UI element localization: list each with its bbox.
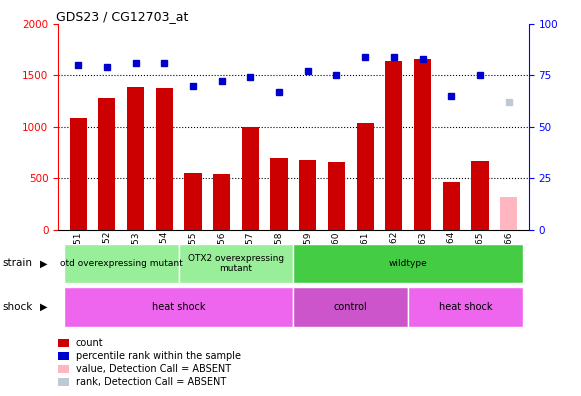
Bar: [178, 244, 293, 283]
Bar: [357, 123, 374, 230]
Bar: [414, 59, 431, 230]
Bar: [385, 61, 403, 230]
Text: ▶: ▶: [40, 258, 47, 268]
Bar: [500, 197, 517, 230]
Bar: [70, 118, 87, 230]
Bar: [64, 287, 293, 327]
Bar: [242, 127, 259, 230]
Bar: [328, 162, 345, 230]
Bar: [299, 160, 317, 230]
Bar: [156, 88, 173, 230]
Text: heat shock: heat shock: [439, 302, 492, 312]
Bar: [270, 158, 288, 230]
Bar: [293, 244, 523, 283]
Bar: [98, 98, 116, 230]
Text: otd overexpressing mutant: otd overexpressing mutant: [60, 259, 182, 268]
Text: shock: shock: [3, 302, 33, 312]
Text: OTX2 overexpressing
mutant: OTX2 overexpressing mutant: [188, 254, 284, 273]
Bar: [471, 161, 489, 230]
Text: control: control: [334, 302, 368, 312]
Text: value, Detection Call = ABSENT: value, Detection Call = ABSENT: [76, 364, 231, 374]
Bar: [64, 244, 178, 283]
Bar: [408, 287, 523, 327]
Text: strain: strain: [3, 258, 33, 268]
Text: count: count: [76, 337, 103, 348]
Bar: [127, 87, 144, 230]
Bar: [184, 173, 202, 230]
Bar: [293, 287, 408, 327]
Text: ▶: ▶: [40, 302, 47, 312]
Bar: [443, 182, 460, 230]
Text: percentile rank within the sample: percentile rank within the sample: [76, 350, 241, 361]
Text: wildtype: wildtype: [389, 259, 428, 268]
Text: GDS23 / CG12703_at: GDS23 / CG12703_at: [56, 10, 188, 23]
Text: heat shock: heat shock: [152, 302, 205, 312]
Bar: [213, 173, 230, 230]
Text: rank, Detection Call = ABSENT: rank, Detection Call = ABSENT: [76, 377, 226, 387]
